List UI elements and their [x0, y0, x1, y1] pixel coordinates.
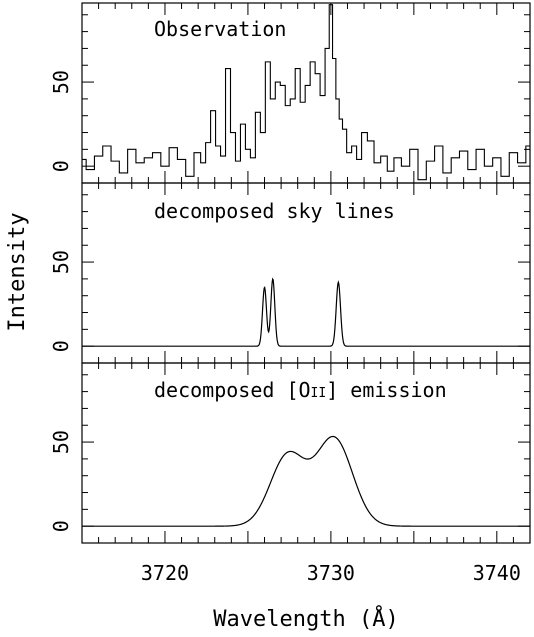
- x-axis-label: Wavelength (Å): [213, 605, 398, 632]
- panel-title-observation: Observation: [154, 17, 286, 41]
- y-tick-label: 0: [49, 520, 73, 532]
- panel-sky-lines: decomposed sky lines 0 50: [49, 182, 531, 364]
- observation-spectrum-line: [82, 4, 530, 181]
- x-tick-label: 3720: [141, 561, 189, 585]
- x-tick-label: 3730: [307, 561, 355, 585]
- panel-frame-oii-emission: [81, 362, 531, 544]
- x-tick-label: 3740: [473, 561, 521, 585]
- oii-emission-curve: [82, 435, 530, 527]
- y-tick-label: 0: [49, 160, 73, 172]
- panel-frame-observation: [81, 2, 531, 184]
- panel-observation: Observation 0 50: [49, 2, 531, 184]
- y-axis-label: Intensity: [5, 212, 30, 331]
- y-tick-label: 50: [49, 250, 73, 274]
- sky-lines-curve: [82, 277, 530, 347]
- panel-oii-emission: decomposed [OII] emission 0 50 3720 3730 374…: [49, 362, 531, 585]
- panel-title-sky-lines: decomposed sky lines: [154, 199, 395, 223]
- y-tick-label: 50: [49, 430, 73, 454]
- y-tick-label: 0: [49, 340, 73, 352]
- panel-title-oii-emission: decomposed [OII] emission: [154, 378, 447, 402]
- y-tick-label: 50: [49, 70, 73, 94]
